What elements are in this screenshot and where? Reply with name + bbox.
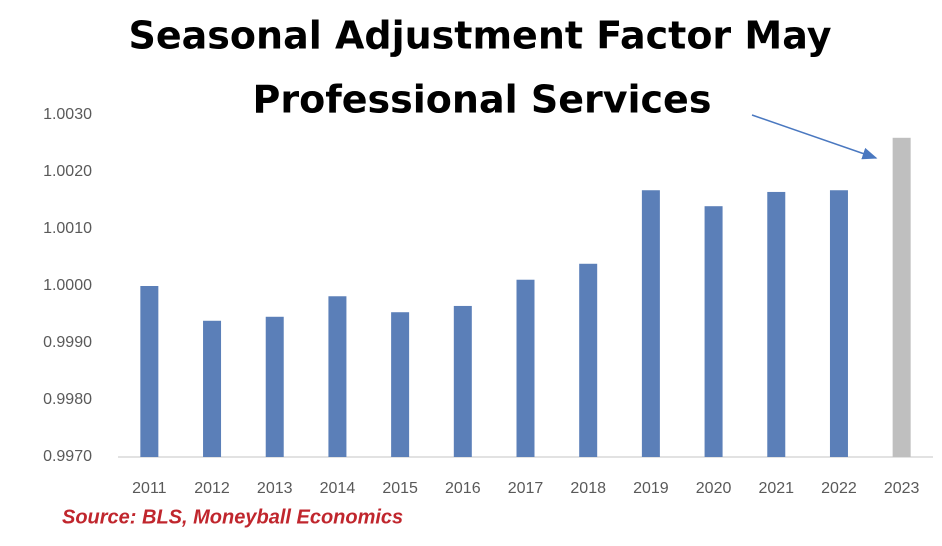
x-tick-label: 2013 — [257, 480, 293, 497]
x-tick-label: 2018 — [570, 480, 606, 497]
bar — [203, 320, 222, 457]
bar — [892, 137, 911, 458]
chart-title: Professional Services — [253, 78, 712, 122]
source: Source: BLS, Moneyball Economics — [62, 506, 403, 528]
x-tick-label: 2016 — [445, 480, 481, 497]
bar — [516, 279, 535, 457]
y-tick-label: 0.9990 — [43, 334, 92, 351]
bar — [328, 296, 347, 457]
y-tick-label: 1.0020 — [43, 163, 92, 180]
y-tick-label: 0.9980 — [43, 391, 92, 408]
bar — [140, 286, 159, 457]
x-tick-label: 2020 — [696, 480, 732, 497]
bar — [829, 190, 848, 458]
bar — [453, 305, 472, 457]
bar — [704, 206, 723, 457]
chart-title: Seasonal Adjustment Factor May — [129, 14, 832, 58]
bar — [767, 191, 786, 457]
x-tick-label: 2011 — [132, 480, 167, 497]
x-tick-label: 2021 — [758, 480, 794, 497]
x-tick-label: 2012 — [194, 480, 230, 497]
y-tick-label: 1.0010 — [43, 220, 92, 237]
bar — [641, 190, 660, 458]
x-tick-label: 2014 — [320, 480, 356, 497]
y-tick-label: 1.0000 — [43, 277, 92, 294]
x-tick-label: 2022 — [821, 480, 857, 497]
x-tick-label: 2015 — [382, 480, 418, 497]
x-tick-label: 2017 — [508, 480, 544, 497]
bar — [391, 312, 410, 457]
x-tick-label: 2023 — [884, 480, 920, 497]
bar — [579, 263, 598, 457]
arrow — [751, 114, 878, 160]
y-tick-label: 0.9970 — [43, 448, 92, 465]
bar — [265, 316, 284, 457]
x-tick-label: 2019 — [633, 480, 669, 497]
y-tick-label: 1.0030 — [43, 106, 92, 123]
